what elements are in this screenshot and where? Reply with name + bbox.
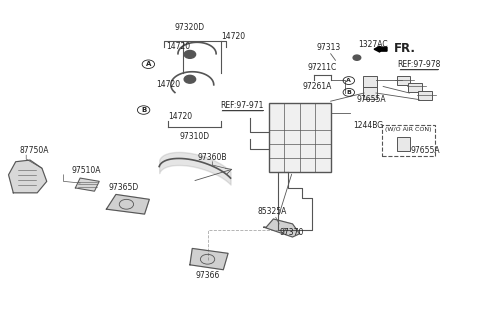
FancyBboxPatch shape <box>382 125 435 156</box>
Text: 14720: 14720 <box>168 112 192 121</box>
FancyArrow shape <box>374 46 387 52</box>
Text: 97366: 97366 <box>195 271 220 280</box>
Text: 97313: 97313 <box>316 43 340 52</box>
Text: 14720: 14720 <box>221 32 245 41</box>
FancyBboxPatch shape <box>269 103 331 172</box>
FancyBboxPatch shape <box>396 76 410 85</box>
Text: 97370: 97370 <box>279 228 303 237</box>
FancyBboxPatch shape <box>363 76 377 87</box>
Text: 97261A: 97261A <box>303 82 332 91</box>
Circle shape <box>184 50 196 58</box>
Polygon shape <box>9 160 47 193</box>
Text: A: A <box>347 78 351 83</box>
Text: 97655A: 97655A <box>411 146 441 155</box>
Text: REF:97-971: REF:97-971 <box>221 101 264 110</box>
Text: 97365D: 97365D <box>109 183 139 192</box>
Text: 87750A: 87750A <box>19 146 48 155</box>
Polygon shape <box>107 194 149 214</box>
Text: A: A <box>146 61 151 67</box>
Text: 1327AC: 1327AC <box>359 40 388 49</box>
Text: 14720: 14720 <box>166 42 190 51</box>
Text: 97655A: 97655A <box>357 95 386 104</box>
Text: 97360B: 97360B <box>198 153 227 162</box>
Polygon shape <box>264 219 300 237</box>
Text: REF:97-978: REF:97-978 <box>397 60 441 69</box>
Polygon shape <box>75 178 99 191</box>
FancyBboxPatch shape <box>408 82 422 92</box>
Polygon shape <box>190 248 228 270</box>
Circle shape <box>184 75 196 83</box>
Text: B: B <box>347 90 351 95</box>
FancyBboxPatch shape <box>418 91 432 100</box>
Text: 97310D: 97310D <box>180 132 210 141</box>
Text: 14720: 14720 <box>156 80 180 89</box>
Text: 97510A: 97510A <box>72 166 101 175</box>
Text: 97320D: 97320D <box>175 23 205 32</box>
Text: FR.: FR. <box>394 42 416 55</box>
Text: 97211C: 97211C <box>308 63 336 72</box>
Text: 85325A: 85325A <box>258 207 287 216</box>
Text: B: B <box>141 107 146 113</box>
Circle shape <box>353 55 361 60</box>
FancyBboxPatch shape <box>396 137 410 151</box>
Text: (W/O AIR CON): (W/O AIR CON) <box>385 127 431 132</box>
FancyBboxPatch shape <box>363 87 377 99</box>
Text: 1244BG: 1244BG <box>353 121 383 130</box>
